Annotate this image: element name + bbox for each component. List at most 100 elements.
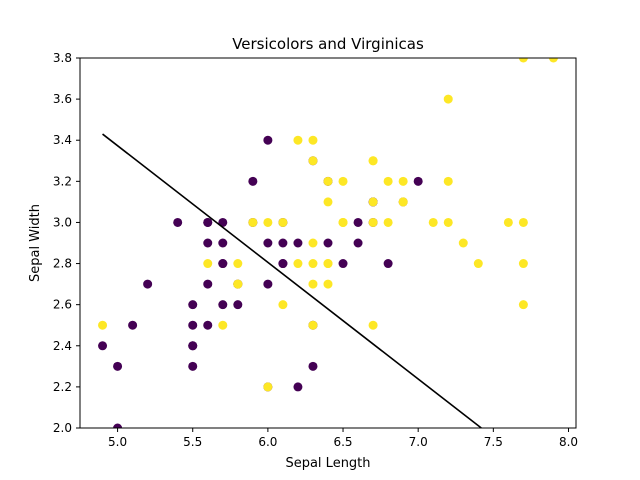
point-virginica-44 [368, 156, 378, 166]
point-versicolor-42 [233, 300, 243, 310]
point-virginica-49 [248, 217, 258, 227]
point-virginica-37 [323, 197, 333, 207]
x-tick-label: 6.5 [333, 435, 352, 449]
y-tick-label: 2.0 [53, 421, 72, 435]
point-virginica-14 [233, 259, 243, 269]
plot-frame [79, 57, 577, 429]
point-virginica-35 [518, 217, 528, 227]
y-tick-label: 3.0 [53, 215, 72, 229]
point-virginica-20 [398, 176, 408, 186]
point-versicolor-20 [248, 176, 258, 186]
point-versicolor-24 [323, 238, 333, 248]
series-virginica [98, 58, 558, 392]
point-virginica-32 [323, 259, 333, 269]
point-virginica-48 [293, 135, 303, 145]
point-versicolor-33 [263, 279, 273, 289]
point-versicolor-28 [263, 238, 273, 248]
point-versicolor-23 [278, 259, 288, 269]
point-virginica-46 [308, 320, 318, 330]
point-virginica-29 [443, 217, 453, 227]
point-versicolor-35 [263, 135, 273, 145]
point-virginica-47 [338, 217, 348, 227]
point-virginica-2 [428, 217, 438, 227]
chart-title: Versicolors and Virginicas [232, 35, 424, 53]
point-virginica-43 [383, 176, 393, 186]
point-virginica-10 [338, 176, 348, 186]
point-versicolor-8 [353, 238, 363, 248]
point-virginica-18 [518, 300, 528, 310]
point-versicolor-4 [338, 259, 348, 269]
point-virginica-38 [263, 217, 273, 227]
point-versicolor-19 [203, 320, 213, 330]
point-virginica-3 [308, 238, 318, 248]
point-versicolor-13 [278, 238, 288, 248]
point-virginica-12 [383, 217, 393, 227]
point-virginica-33 [308, 259, 318, 269]
y-tick-label: 2.6 [53, 298, 72, 312]
y-tick-label: 2.8 [53, 257, 72, 271]
point-virginica-19 [263, 382, 273, 392]
point-versicolor-25 [353, 217, 363, 227]
point-versicolor-43 [113, 361, 123, 371]
point-versicolor-7 [98, 341, 108, 351]
x-axis-label: Sepal Length [285, 456, 370, 471]
point-virginica-7 [458, 238, 468, 248]
plot-area [98, 58, 558, 428]
point-versicolor-26 [383, 259, 393, 269]
point-virginica-45 [368, 217, 378, 227]
point-versicolor-0 [413, 176, 423, 186]
point-virginica-15 [323, 176, 333, 186]
y-tick-label: 3.8 [53, 51, 72, 65]
point-virginica-42 [233, 279, 243, 289]
point-versicolor-38 [203, 217, 213, 227]
x-tick-label: 5.0 [108, 435, 127, 449]
y-tick-label: 3.6 [53, 92, 72, 106]
y-axis-label: Sepal Width [28, 204, 43, 282]
point-versicolor-39 [188, 320, 198, 330]
point-versicolor-18 [293, 382, 303, 392]
point-virginica-11 [323, 279, 333, 289]
y-tick-label: 3.4 [53, 133, 72, 147]
point-versicolor-10 [113, 423, 123, 428]
y-tick-label: 3.2 [53, 174, 72, 188]
point-virginica-31 [548, 58, 558, 63]
point-virginica-30 [473, 259, 483, 269]
point-virginica-17 [518, 58, 528, 63]
point-virginica-40 [368, 197, 378, 207]
y-axis: 2.0 2.2 2.4 2.6 2.8 3.0 3.2 3.4 3.6 3.8 [53, 51, 80, 435]
point-virginica-26 [293, 259, 303, 269]
point-versicolor-9 [143, 279, 153, 289]
point-virginica-5 [503, 217, 513, 227]
point-virginica-6 [98, 320, 108, 330]
point-versicolor-44 [203, 279, 213, 289]
x-axis: 5.0 5.5 6.0 6.5 7.0 7.5 8.0 [108, 428, 578, 449]
x-tick-label: 6.0 [258, 435, 277, 449]
point-versicolor-34 [173, 217, 183, 227]
point-versicolor-3 [188, 361, 198, 371]
point-virginica-25 [443, 176, 453, 186]
decision-boundary-line [102, 133, 482, 428]
x-tick-label: 8.0 [559, 435, 578, 449]
point-virginica-27 [278, 217, 288, 227]
point-virginica-13 [218, 320, 228, 330]
point-versicolor-29 [218, 300, 228, 310]
point-versicolor-46 [218, 238, 228, 248]
point-virginica-0 [308, 156, 318, 166]
point-virginica-23 [308, 279, 318, 289]
point-virginica-36 [308, 135, 318, 145]
point-versicolor-40 [188, 300, 198, 310]
point-virginica-21 [203, 259, 213, 269]
point-versicolor-48 [128, 320, 138, 330]
point-versicolor-14 [203, 238, 213, 248]
point-virginica-34 [278, 300, 288, 310]
point-virginica-22 [518, 259, 528, 269]
point-virginica-41 [398, 197, 408, 207]
x-tick-label: 7.0 [409, 435, 428, 449]
point-virginica-9 [443, 94, 453, 104]
point-virginica-8 [368, 320, 378, 330]
point-versicolor-37 [308, 361, 318, 371]
y-tick-label: 2.4 [53, 339, 72, 353]
x-tick-label: 7.5 [484, 435, 503, 449]
